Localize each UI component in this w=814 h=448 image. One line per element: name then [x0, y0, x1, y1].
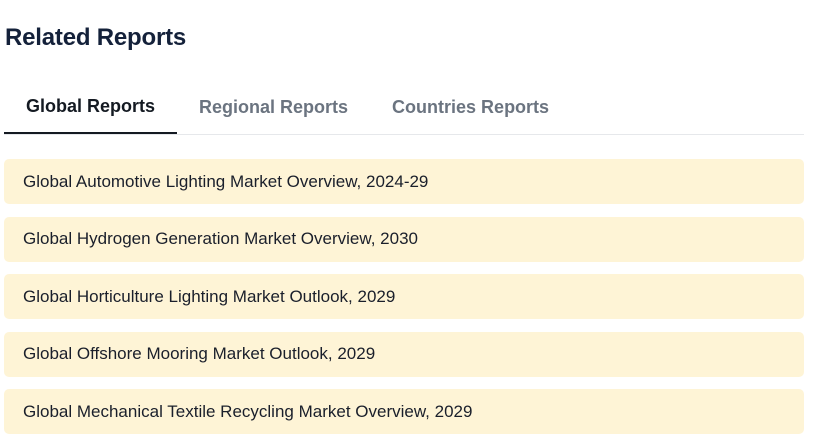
tab-countries-reports[interactable]: Countries Reports — [392, 96, 550, 117]
report-link-offshore-mooring[interactable]: Global Offshore Mooring Market Outlook, … — [4, 331, 804, 377]
tab-global-reports[interactable]: Global Reports — [4, 80, 178, 134]
report-link-mechanical-textile-recycling[interactable]: Global Mechanical Textile Recycling Mark… — [4, 389, 804, 434]
report-tabs: Global Reports Regional Reports Countrie… — [4, 80, 804, 135]
report-link-horticulture-lighting[interactable]: Global Horticulture Lighting Market Outl… — [4, 274, 804, 319]
tab-regional-reports[interactable]: Regional Reports — [199, 96, 349, 117]
report-link-automotive-lighting[interactable]: Global Automotive Lighting Market Overvi… — [4, 159, 804, 204]
report-list: Global Automotive Lighting Market Overvi… — [4, 159, 804, 447]
report-link-hydrogen-generation[interactable]: Global Hydrogen Generation Market Overvi… — [4, 216, 804, 262]
section-title: Related Reports — [5, 24, 187, 51]
